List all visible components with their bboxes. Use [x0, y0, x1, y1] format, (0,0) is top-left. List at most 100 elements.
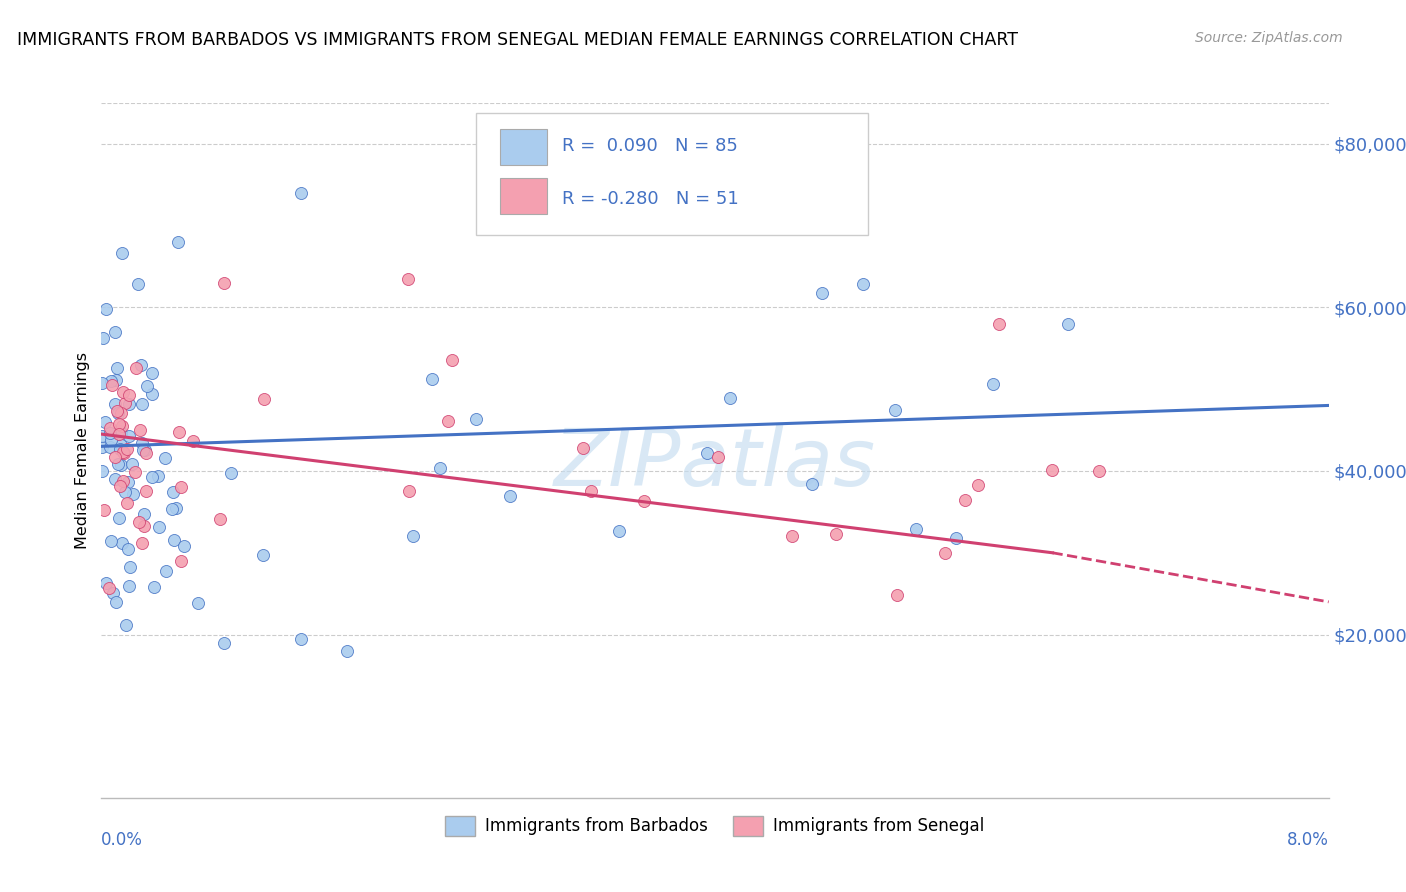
Point — [94, 415, 117, 429]
Point — [852, 277, 875, 292]
Text: ZIPatlas: ZIPatlas — [554, 425, 876, 503]
Point — [440, 353, 463, 368]
Point — [934, 546, 956, 560]
Point — [98, 582, 121, 596]
Point — [115, 496, 138, 510]
Point — [148, 469, 170, 483]
Point — [110, 425, 132, 440]
Text: 8.0%: 8.0% — [1286, 831, 1329, 849]
Point — [1087, 464, 1109, 478]
Point — [170, 480, 193, 494]
Point — [290, 632, 312, 646]
Point — [437, 414, 460, 428]
Point — [103, 586, 125, 600]
Point — [108, 417, 131, 431]
Point — [160, 501, 183, 516]
Point — [953, 493, 976, 508]
Point — [112, 446, 135, 460]
Point — [131, 536, 153, 550]
Point — [131, 397, 153, 411]
Point — [91, 440, 114, 454]
Point — [181, 434, 204, 449]
Point — [108, 424, 131, 438]
Point — [718, 391, 741, 405]
Point — [110, 458, 132, 473]
Point — [98, 426, 121, 441]
Point — [127, 277, 149, 292]
Point — [104, 373, 127, 387]
Point — [115, 442, 138, 456]
Point — [141, 366, 163, 380]
Point — [572, 441, 595, 455]
Point — [163, 533, 186, 548]
Point — [91, 464, 114, 478]
Point — [464, 411, 486, 425]
Point — [105, 361, 128, 376]
Point — [336, 644, 359, 658]
Point — [162, 484, 184, 499]
Point — [118, 579, 141, 593]
Point — [111, 246, 134, 260]
Point — [420, 372, 443, 386]
Point — [187, 596, 209, 610]
Point — [212, 636, 235, 650]
Point — [607, 524, 630, 538]
Point — [96, 576, 118, 591]
Point — [96, 302, 118, 317]
Text: 0.0%: 0.0% — [101, 831, 143, 849]
Point — [98, 420, 121, 434]
Point — [100, 374, 122, 388]
Point — [402, 529, 425, 543]
Point — [945, 531, 967, 545]
Point — [987, 317, 1010, 331]
Point — [100, 433, 122, 447]
Point — [100, 534, 122, 549]
Point — [148, 520, 170, 534]
Point — [110, 438, 132, 452]
Point — [117, 541, 139, 556]
Point — [117, 475, 139, 490]
Point — [107, 457, 129, 471]
Point — [579, 484, 602, 499]
Text: R =  0.090   N = 85: R = 0.090 N = 85 — [561, 137, 737, 155]
Point — [104, 397, 127, 411]
Point — [111, 474, 134, 488]
Point — [105, 403, 128, 417]
Point — [155, 564, 177, 578]
Point — [98, 440, 121, 454]
Point — [886, 588, 908, 602]
Legend: Immigrants from Barbados, Immigrants from Senegal: Immigrants from Barbados, Immigrants fro… — [439, 810, 991, 842]
Point — [105, 595, 128, 609]
Point — [132, 507, 155, 521]
Text: Source: ZipAtlas.com: Source: ZipAtlas.com — [1195, 31, 1343, 45]
Point — [118, 559, 141, 574]
Point — [128, 516, 150, 530]
Point — [110, 536, 132, 550]
Point — [290, 186, 312, 200]
Point — [132, 442, 155, 457]
Point — [104, 325, 127, 339]
Point — [107, 426, 129, 441]
Text: IMMIGRANTS FROM BARBADOS VS IMMIGRANTS FROM SENEGAL MEDIAN FEMALE EARNINGS CORRE: IMMIGRANTS FROM BARBADOS VS IMMIGRANTS F… — [17, 31, 1018, 49]
Point — [153, 450, 176, 465]
Point — [1040, 463, 1063, 477]
Text: R = -0.280   N = 51: R = -0.280 N = 51 — [561, 190, 738, 208]
Point — [883, 403, 905, 417]
Point — [135, 446, 157, 460]
Point — [112, 445, 135, 459]
Point — [707, 450, 730, 464]
Point — [107, 406, 129, 420]
Point — [91, 376, 114, 390]
Point — [112, 384, 135, 399]
Point — [967, 478, 990, 492]
FancyBboxPatch shape — [501, 129, 547, 165]
Point — [114, 617, 136, 632]
Point — [824, 526, 846, 541]
Point — [108, 479, 131, 493]
Point — [104, 450, 127, 465]
Point — [114, 396, 136, 410]
Point — [165, 500, 187, 515]
Y-axis label: Median Female Earnings: Median Female Earnings — [75, 352, 90, 549]
Point — [114, 485, 136, 500]
Point — [398, 483, 420, 498]
